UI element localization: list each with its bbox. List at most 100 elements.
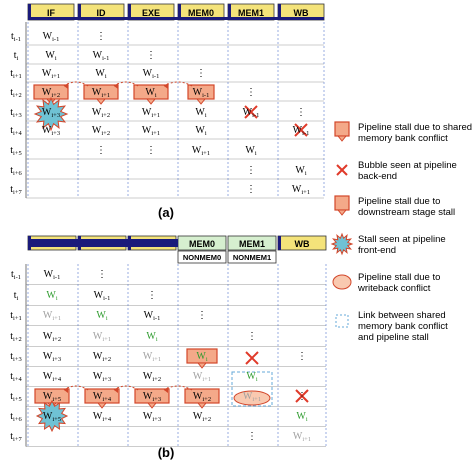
stall-box-pointer <box>336 135 348 142</box>
stage-header-edge <box>278 4 281 20</box>
stall-box-icon <box>134 388 170 409</box>
legend-label: Pipeline stall due to <box>358 272 440 283</box>
stall-box-icon <box>186 348 218 369</box>
time-label: ti+1 <box>10 310 22 322</box>
cross-icon <box>244 105 258 119</box>
time-label: ti+3 <box>10 107 22 119</box>
substage-label: NONMEM0 <box>183 253 221 262</box>
stage-header-label: MEM1 <box>238 8 264 18</box>
pipeline-bar <box>28 17 324 20</box>
stall-box-pointer <box>196 362 208 369</box>
cell-value: Wi+1 <box>142 125 160 137</box>
time-label: ti <box>14 290 19 302</box>
cell-value: ⋮ <box>197 310 207 321</box>
starburst-icon <box>330 232 354 256</box>
link-arrowhead <box>114 387 118 393</box>
link-arrowhead <box>64 387 68 393</box>
cell-value: ⋮ <box>247 331 257 342</box>
stall-box-icon <box>83 84 119 105</box>
stall-box-rect <box>334 121 350 137</box>
stage-header-mem1: MEM1 <box>227 235 277 251</box>
time-label: ti+3 <box>10 351 22 363</box>
cell-value: ⋮ <box>246 165 256 176</box>
diagram-a: IF ID EXE MEM0 MEM1 WB ti-1 ti ti+1 ti+2 ti+3 ti+4 t… <box>10 3 325 199</box>
stage-header-label: MEM1 <box>239 239 265 249</box>
stage-header-label: IF <box>47 8 56 18</box>
ellipse-icon <box>332 274 352 290</box>
stall-box-pointer <box>95 98 107 105</box>
stall-box-icon <box>334 195 350 216</box>
cell-value: ⋮ <box>296 107 306 118</box>
stage-header-if: IF <box>27 3 75 21</box>
cell-value: Wi+3 <box>43 351 61 363</box>
cell-value: Wi+1 <box>43 310 61 322</box>
time-label: ti+4 <box>10 125 22 137</box>
starburst-icon <box>33 96 69 132</box>
cell-value: Wi+2 <box>193 411 211 423</box>
link-arrow <box>113 81 139 87</box>
time-label: ti+1 <box>10 68 22 80</box>
stall-box-pointer <box>146 402 158 409</box>
cell-value: ⋮ <box>246 87 256 98</box>
stage-header-edge <box>78 4 81 20</box>
cell-value: Wi+1 <box>42 68 60 80</box>
legend-label: memory bank conflict <box>358 133 448 144</box>
cell-value: Wi+1 <box>292 184 310 196</box>
cell-value: Wi+2 <box>92 125 110 137</box>
cross-line <box>294 123 308 137</box>
caption-b: (b) <box>158 445 175 460</box>
legend-label: back-end <box>358 171 397 182</box>
cell-value: Wi <box>45 50 56 62</box>
stage-header-label: WB <box>295 239 310 249</box>
legend-label: writeback conflict <box>357 283 431 294</box>
time-label: ti+5 <box>10 145 22 157</box>
link-arrowhead <box>164 83 168 89</box>
caption-a: (a) <box>158 205 174 220</box>
cell-value: Wi-1 <box>93 50 110 62</box>
cell-value: Wi-1 <box>44 269 61 281</box>
cell-value: ⋮ <box>146 50 156 61</box>
legend-label: downstream stage stall <box>358 207 455 218</box>
cell-value: Wi-1 <box>94 290 111 302</box>
diagram-b: IFIDEXEMEM0MEM1WBNONMEM0NONMEM1ti-1titi+… <box>10 235 327 447</box>
stall-box-pointer <box>145 98 157 105</box>
stage-header-edge <box>28 4 31 20</box>
time-label: ti-1 <box>11 31 21 43</box>
stage-header-mem0: MEM0 <box>177 235 227 251</box>
stall-box-pointer <box>195 98 207 105</box>
stage-header-box <box>227 235 277 251</box>
time-label: ti+6 <box>10 165 22 177</box>
legend-label: and pipeline stall <box>358 332 429 343</box>
cell-value: Wi <box>195 125 206 137</box>
cross-line <box>245 351 259 365</box>
cell-value: Wi+5 <box>43 391 61 403</box>
stage-header-label: MEM0 <box>188 8 214 18</box>
cell-value: Wi <box>96 310 107 322</box>
cell-value: Wi <box>245 145 256 157</box>
cell-value: Wi+1 <box>143 351 161 363</box>
cell-value: Wi-1 <box>43 31 60 43</box>
link-arrow <box>63 81 89 87</box>
legend-label: Pipeline stall due to shared <box>358 122 472 133</box>
time-label: ti+2 <box>10 87 22 99</box>
legend-label: Bubble seen at pipeline <box>358 160 457 171</box>
legend-label: front-end <box>358 245 396 256</box>
cell-value: ⋮ <box>246 184 256 195</box>
stall-box-pointer <box>96 402 108 409</box>
cell-value: ⋮ <box>97 269 107 280</box>
cell-value: Wi+3 <box>143 391 161 403</box>
cell-value: Wi-1 <box>193 87 210 99</box>
cell-value: Wi-1 <box>293 125 310 137</box>
cell-value: Wi+1 <box>142 107 160 119</box>
stall-box-icon <box>84 388 120 409</box>
cell-value: Wi+1 <box>92 87 110 99</box>
cell-value: ⋮ <box>196 68 206 79</box>
cell-value: Wi <box>146 331 157 343</box>
cell-value: Wi+3 <box>93 371 111 383</box>
time-label: ti+7 <box>10 184 22 196</box>
cell-value: Wi <box>295 165 306 177</box>
cell-value: ⋮ <box>297 391 307 402</box>
cell-value: Wi+2 <box>93 351 111 363</box>
cell-value: Wi <box>195 107 206 119</box>
